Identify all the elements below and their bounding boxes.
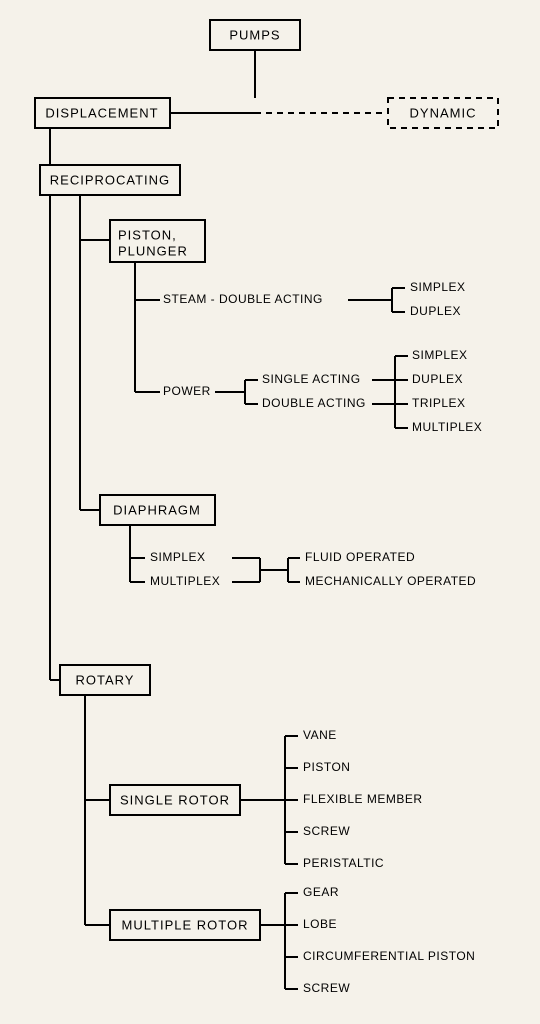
leaf-screw2: SCREW bbox=[303, 981, 350, 995]
label-pumps: PUMPS bbox=[229, 27, 280, 42]
label-steam: STEAM - DOUBLE ACTING bbox=[163, 292, 323, 306]
leaf-flexible: FLEXIBLE MEMBER bbox=[303, 792, 423, 806]
leaf-power-simplex: SIMPLEX bbox=[412, 348, 468, 362]
label-power: POWER bbox=[163, 384, 211, 398]
leaf-gear: GEAR bbox=[303, 885, 339, 899]
label-rotary: ROTARY bbox=[76, 672, 135, 687]
label-diaphragm: DIAPHRAGM bbox=[113, 502, 201, 517]
leaf-single-acting: SINGLE ACTING bbox=[262, 372, 361, 386]
leaf-diaphragm-simplex: SIMPLEX bbox=[150, 550, 206, 564]
leaf-double-acting: DOUBLE ACTING bbox=[262, 396, 366, 410]
leaf-mech-op: MECHANICALLY OPERATED bbox=[305, 574, 476, 588]
leaf-screw1: SCREW bbox=[303, 824, 350, 838]
leaf-steam-simplex: SIMPLEX bbox=[410, 280, 466, 294]
label-single-rotor: SINGLE ROTOR bbox=[120, 792, 230, 807]
leaf-fluid-op: FLUID OPERATED bbox=[305, 550, 415, 564]
leaf-circ-piston: CIRCUMFERENTIAL PISTON bbox=[303, 949, 475, 963]
leaf-diaphragm-multiplex: MULTIPLEX bbox=[150, 574, 220, 588]
label-displacement: DISPLACEMENT bbox=[45, 105, 158, 120]
pump-tree-diagram: PUMPS DISPLACEMENT DYNAMIC RECIPROCATING… bbox=[0, 0, 540, 1024]
leaf-piston: PISTON bbox=[303, 760, 350, 774]
leaf-lobe: LOBE bbox=[303, 917, 337, 931]
label-dynamic: DYNAMIC bbox=[410, 105, 477, 120]
label-piston: PISTON, bbox=[118, 227, 177, 242]
label-multiple-rotor: MULTIPLE ROTOR bbox=[122, 917, 249, 932]
leaf-power-duplex: DUPLEX bbox=[412, 372, 463, 386]
leaf-steam-duplex: DUPLEX bbox=[410, 304, 461, 318]
label-reciprocating: RECIPROCATING bbox=[50, 172, 170, 187]
leaf-power-triplex: TRIPLEX bbox=[412, 396, 466, 410]
label-plunger: PLUNGER bbox=[118, 243, 188, 258]
leaf-peristaltic: PERISTALTIC bbox=[303, 856, 384, 870]
leaf-power-multiplex: MULTIPLEX bbox=[412, 420, 482, 434]
leaf-vane: VANE bbox=[303, 728, 337, 742]
